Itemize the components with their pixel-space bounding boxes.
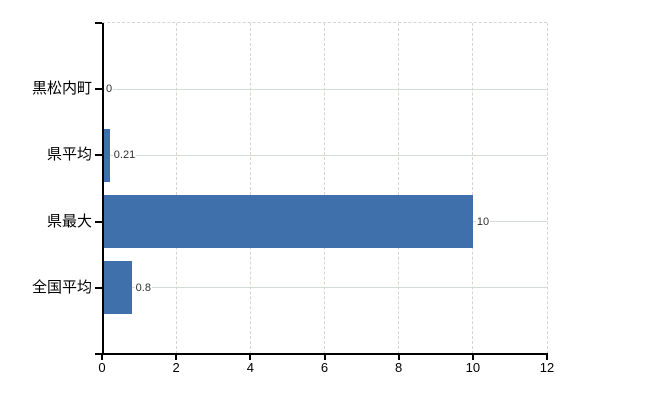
- h-gridline: [102, 287, 547, 289]
- v-gridline: [175, 23, 177, 354]
- v-gridline: [398, 23, 400, 354]
- x-tick-label: 8: [395, 360, 403, 375]
- x-tick-label: 6: [320, 360, 329, 375]
- category-label: 黒松内町: [31, 80, 92, 98]
- v-gridline: [249, 23, 251, 354]
- h-gridline: [102, 154, 547, 156]
- x-tick-label: 10: [465, 360, 481, 375]
- bar-value-label: 0: [105, 82, 114, 97]
- y-tick: [95, 154, 102, 157]
- y-axis-edge-tick: [95, 22, 102, 24]
- x-tick-label: 0: [98, 360, 106, 375]
- x-tick-label: 12: [539, 360, 555, 375]
- plot-area: 0 2 4 6 8 10 12 黒松内町 0 県平均 0.21 県最大 10 全国平均 0.8: [32, 22, 554, 375]
- category-label: 全国平均: [31, 278, 92, 296]
- bar: [102, 195, 473, 249]
- v-gridline: [472, 23, 474, 354]
- bar: [102, 128, 110, 182]
- bar-value-label: 0.8: [134, 280, 152, 295]
- y-tick: [95, 88, 102, 91]
- x-tick: [249, 354, 252, 360]
- x-tick-label: 2: [172, 360, 180, 375]
- v-gridline: [546, 23, 548, 354]
- y-axis-line: [102, 23, 104, 355]
- y-tick: [95, 220, 102, 223]
- bar-value-label: 10: [475, 214, 491, 229]
- x-tick: [471, 354, 474, 360]
- v-gridline: [324, 23, 325, 354]
- x-tick: [101, 354, 103, 360]
- x-tick-label: 4: [246, 360, 254, 375]
- x-tick: [546, 354, 548, 360]
- bar-value-label: 0.21: [112, 148, 137, 163]
- y-axis-edge-tick: [95, 353, 102, 355]
- category-label: 県平均: [46, 146, 92, 164]
- x-tick: [175, 354, 178, 360]
- y-tick: [95, 286, 102, 289]
- category-label: 県最大: [46, 212, 92, 230]
- x-axis-line: [96, 353, 548, 355]
- bar: [102, 261, 132, 315]
- x-tick: [323, 354, 326, 360]
- h-gridline: [102, 88, 547, 90]
- x-tick: [397, 354, 400, 360]
